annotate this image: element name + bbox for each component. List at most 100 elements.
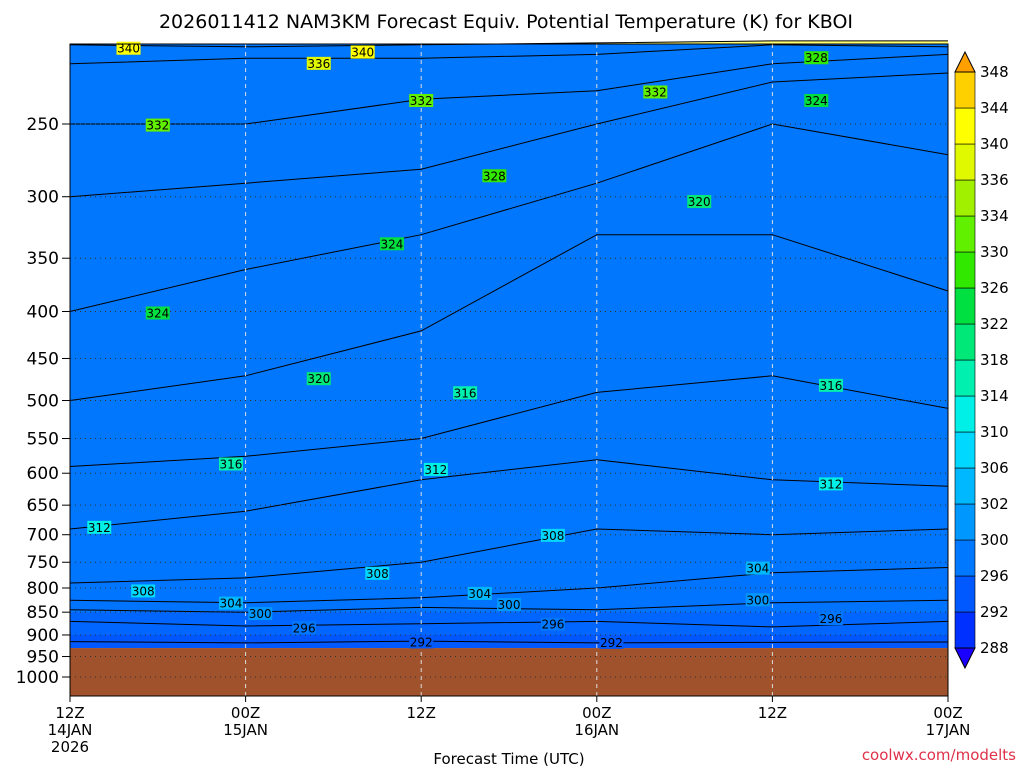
colorbar-label-322: 322 <box>980 315 1009 333</box>
colorbar-swatch-318 <box>954 323 976 361</box>
colorbar-label-336: 336 <box>980 171 1009 189</box>
contour-label-29: 296 <box>819 612 842 626</box>
contour-label-13: 316 <box>454 386 477 400</box>
contour-line-320 <box>69 234 949 401</box>
colorbar-swatch-300 <box>954 503 976 541</box>
contour-label-25: 300 <box>498 598 521 612</box>
contour-label-bg <box>453 386 478 400</box>
y-tick-label-800: 800 <box>27 579 59 599</box>
contour-label-bg <box>423 462 448 476</box>
y-tick-label-300: 300 <box>27 188 59 208</box>
contour-label-17: 312 <box>819 477 842 491</box>
contour-label-6: 328 <box>805 51 828 65</box>
colorbar-swatch-302 <box>954 467 976 505</box>
contour-label-20: 304 <box>746 562 769 576</box>
contour-label-9: 320 <box>688 195 711 209</box>
y-tick-label-700: 700 <box>27 526 59 546</box>
x-tick-label-24-0: 12Z <box>407 704 436 722</box>
y-tick-label-350: 350 <box>27 249 59 269</box>
contour-label-bg <box>745 593 770 607</box>
contour-line-328 <box>69 72 949 198</box>
colorbar-label-334: 334 <box>980 207 1009 225</box>
colorbar-label-344: 344 <box>980 99 1009 117</box>
x-tick-label-36-1: 16JAN <box>574 721 619 739</box>
colorbar-swatch-322 <box>954 287 976 325</box>
contour-label-bg <box>145 118 170 132</box>
contour-label-8: 328 <box>483 169 506 183</box>
contour-line-324 <box>69 123 949 312</box>
contour-label-23: 304 <box>468 587 491 601</box>
contour-label-bg <box>350 45 375 59</box>
contour-fill-292 <box>70 44 948 643</box>
x-tick-label-60-1: 17JAN <box>926 721 971 739</box>
contour-label-bg <box>409 94 434 108</box>
colorbar-swatch-306 <box>954 431 976 469</box>
contour-label-11: 324 <box>146 306 169 320</box>
contour-label-bg <box>482 169 507 183</box>
y-tick-label-1000: 1000 <box>16 668 59 688</box>
contour-label-bg <box>687 195 712 209</box>
colorbar-label-288: 288 <box>980 639 1009 657</box>
colorbar-swatch-336 <box>954 143 976 181</box>
y-tick-label-500: 500 <box>27 392 59 412</box>
contour-label-5: 332 <box>644 85 667 99</box>
contour-line-308 <box>69 528 949 584</box>
contour-label-bg <box>818 378 843 392</box>
contour-label-32: 292 <box>600 636 623 650</box>
x-tick-label-0-1: 14JAN <box>48 721 93 739</box>
contour-label-28: 296 <box>541 618 564 632</box>
plot-frame <box>69 43 949 697</box>
contour-label-1: 336 <box>307 57 330 71</box>
contour-label-12: 320 <box>307 372 330 386</box>
colorbar-swatch-288 <box>954 611 976 649</box>
contour-label-4: 332 <box>146 119 169 133</box>
colorbar-swatch-340 <box>954 107 976 145</box>
contour-label-3: 332 <box>410 94 433 108</box>
contour-label-bg <box>540 528 565 542</box>
credit-text: coolwx.com/modelts <box>862 746 1016 764</box>
contour-label-bg <box>540 617 565 631</box>
y-tick-label-750: 750 <box>27 553 59 573</box>
colorbar-swatch-292 <box>954 575 976 613</box>
contour-line-332 <box>70 53 949 125</box>
contour-label-bg <box>248 607 273 621</box>
colorbar-bottom-arrow <box>954 647 976 670</box>
plot-area: 340 336 340 332 332 332 328 324 328 320 324 324 320 3… <box>69 40 949 697</box>
colorbar-swatch-296 <box>954 539 976 577</box>
contour-label-bg <box>818 612 843 626</box>
contour-label-bg <box>116 41 141 55</box>
colorbar-top-arrow <box>954 50 976 73</box>
contour-label-15: 316 <box>220 457 243 471</box>
contour-label-2: 340 <box>351 46 374 60</box>
x-tick-label-12-0: 00Z <box>231 704 260 722</box>
contour-label-30: 296 <box>293 621 316 635</box>
contour-label-21: 308 <box>366 567 389 581</box>
colorbar-swatch-314 <box>954 359 976 397</box>
y-tick-label-450: 450 <box>27 349 59 369</box>
y-tick-label-600: 600 <box>27 464 59 484</box>
colorbar-label-340: 340 <box>980 135 1009 153</box>
contour-line-336 <box>69 44 949 65</box>
colorbar-label-300: 300 <box>980 531 1009 549</box>
contour-line-316 <box>69 375 949 467</box>
contour-label-26: 300 <box>746 593 769 607</box>
contour-label-bg <box>497 598 521 612</box>
contour-label-14: 316 <box>819 379 842 393</box>
contour-label-bg <box>409 635 434 649</box>
y-tick-label-950: 950 <box>27 648 59 668</box>
colorbar-label-292: 292 <box>980 603 1009 621</box>
contour-label-bg <box>643 85 668 99</box>
contour-label-bg <box>804 94 829 108</box>
contour-label-bg <box>467 586 492 600</box>
y-tick-label-900: 900 <box>27 626 59 646</box>
contour-label-bg <box>804 51 829 65</box>
contour-label-19: 308 <box>541 529 564 543</box>
contour-label-bg <box>818 477 843 491</box>
contour-label-22: 308 <box>132 584 155 598</box>
colorbar: 288 292 296 300 302 306 310 314 318 322 326 330 334 3… <box>954 50 1009 670</box>
colorbar-swatch-326 <box>954 251 976 289</box>
x-tick-label-12-1: 15JAN <box>223 721 268 739</box>
contour-label-bg <box>306 56 331 70</box>
contour-label-24: 304 <box>220 597 243 611</box>
